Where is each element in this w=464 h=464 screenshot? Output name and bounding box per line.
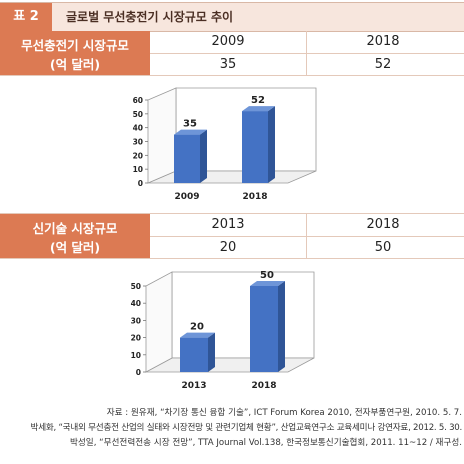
chart1-ytick-label: 0	[138, 179, 143, 188]
chart2-ytick-label: 0	[136, 368, 141, 377]
chart1-svg: 0 10 20 30 40 50 60 35 2009 52 2018	[133, 87, 317, 202]
table1-unit: (억 달러)	[49, 57, 101, 72]
chart2-side-wall	[145, 271, 173, 373]
chart2-bar	[250, 286, 278, 372]
chart1-side-wall	[147, 87, 177, 184]
chart1-ytick-label: 30	[133, 138, 143, 147]
chart1-ytick-label: 10	[133, 165, 143, 174]
chart1-category-label: 2009	[174, 192, 199, 202]
chart2-container: 0 10 20 30 40 50 20 2013 50 2018	[0, 260, 464, 400]
chart2-ytick-label: 10	[131, 351, 141, 360]
table1-year-1: 2009	[211, 34, 245, 49]
chart1-ytick-label: 50	[133, 110, 143, 119]
table2-year-1: 2013	[211, 217, 245, 232]
source-line-3: 박성일, “무선전력전송 시장 전망”, TTA Journal Vol.138…	[69, 438, 462, 448]
chart2-bar-top	[250, 281, 285, 286]
chart1-data-label: 52	[251, 95, 265, 106]
table1-year-2: 2018	[366, 34, 400, 49]
table2-value-row: 20 50	[150, 236, 464, 259]
chart1-container: 0 10 20 30 40 50 60 35 2009 52 2018	[0, 78, 464, 212]
chart2-ytick-label: 20	[131, 334, 141, 343]
chart1-bar	[242, 111, 268, 183]
table2-year-2: 2018	[366, 217, 400, 232]
chart2-bar	[180, 337, 208, 372]
chart1-ytick-label: 20	[133, 151, 143, 160]
table-title: 글로벌 무선충전기 시장규모 추이	[66, 10, 234, 24]
chart1-ytick-label: 60	[133, 96, 143, 105]
chart1-bar	[174, 134, 200, 183]
table1-value-row: 35 52	[150, 53, 464, 76]
table1-label-cell: 무선충전기 시장규모 (억 달러)	[0, 31, 150, 75]
table2-unit: (억 달러)	[49, 240, 101, 255]
table2-value-1: 20	[219, 240, 237, 255]
table2-value-2: 50	[374, 240, 392, 255]
table2-section: 신기술 시장규모 (억 달러) 2013 2018 20 50	[0, 213, 464, 259]
chart1-data-label: 35	[183, 119, 197, 130]
chart2-floor	[145, 357, 315, 373]
table2-year-row: 2013 2018	[0, 214, 464, 236]
chart2-category-label: 2013	[181, 381, 206, 391]
chart2-ytick-label: 40	[131, 299, 141, 308]
table1-section: 무선충전기 시장규모 (억 달러) 2009 2018 35 52	[0, 31, 464, 76]
table1-value-1: 35	[219, 57, 237, 72]
table-title-bar: 표 2 글로벌 무선충전기 시장규모 추이	[0, 2, 464, 32]
chart2-data-label: 20	[190, 322, 204, 333]
chart1-bar-side	[268, 106, 275, 183]
table2-label: 신기술 시장규모	[32, 221, 118, 236]
source-notes: 자료 : 원유재, “차기장 통신 융합 기술”, ICT Forum Kore…	[0, 406, 463, 451]
chart1-ytick-label: 40	[133, 124, 143, 133]
chart1-bar-top	[242, 106, 275, 112]
chart2-bar-side	[278, 281, 285, 372]
table1-value-2: 52	[374, 57, 392, 72]
table2-label-cell: 신기술 시장규모 (억 달러)	[0, 214, 150, 258]
source-line-1: 자료 : 원유재, “차기장 통신 융합 기술”, ICT Forum Kore…	[106, 408, 462, 418]
table1-label: 무선충전기 시장규모	[21, 38, 129, 53]
chart1-floor	[147, 170, 317, 184]
table2-divider	[306, 214, 307, 258]
chart2-data-label: 50	[260, 270, 274, 281]
table-number: 표 2	[0, 3, 52, 31]
chart2-svg: 0 10 20 30 40 50 20 2013 50 2018	[131, 270, 315, 391]
table1-divider	[306, 31, 307, 75]
chart1-bar-top	[174, 129, 207, 135]
chart2-ytick-label: 30	[131, 316, 141, 325]
chart2-ytick-label: 50	[131, 282, 141, 291]
chart2-bar-top	[180, 332, 215, 338]
chart2-bar-side	[208, 332, 215, 372]
table1-year-row: 2009 2018	[0, 31, 464, 53]
chart2-category-label: 2018	[251, 381, 276, 391]
source-line-2: 박세화, “국내외 무선충전 산업의 실태와 시장전망 및 관련기업체 현황”,…	[30, 423, 463, 433]
chart1-category-label: 2018	[242, 192, 267, 202]
chart1-bar-side	[200, 129, 207, 183]
